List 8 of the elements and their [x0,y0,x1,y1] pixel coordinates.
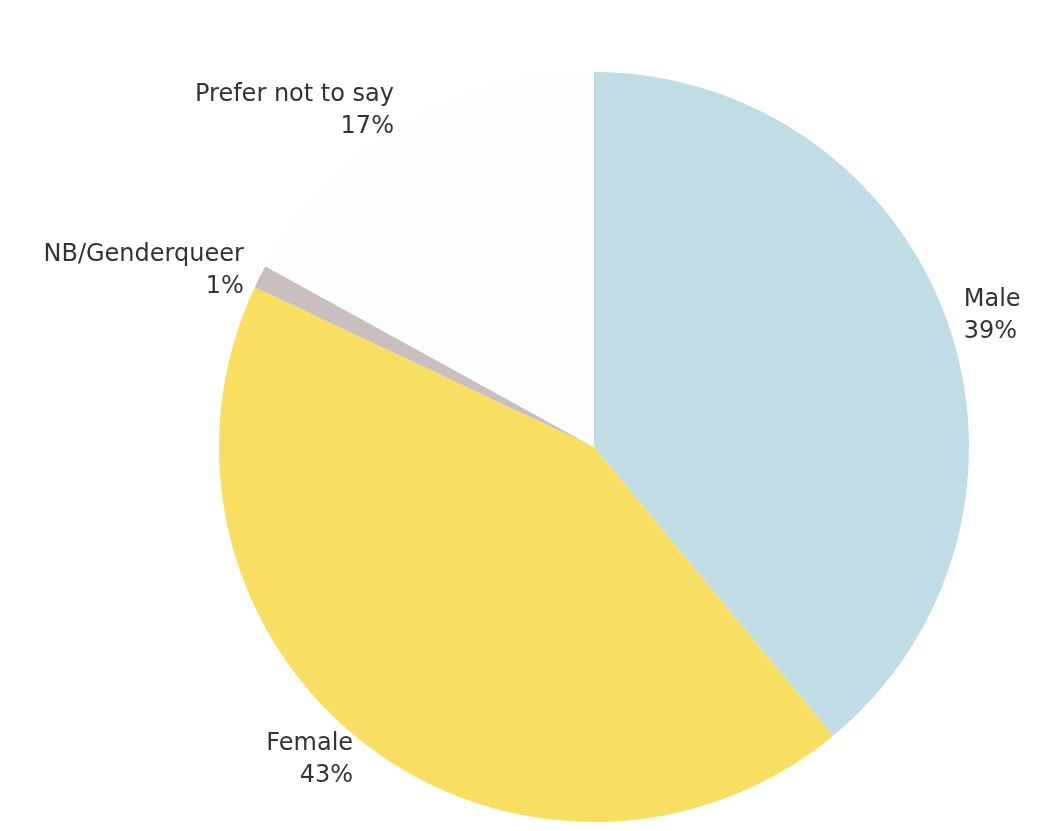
data-label: 1% [205,270,244,299]
data-label: 39% [963,315,1018,344]
data-label: 17% [340,110,394,139]
slice-label: NB/Genderqueer [43,238,244,267]
slice-label: Female [266,727,354,756]
slice-label: Male [963,283,1021,312]
slice-label: Prefer not to say [195,78,394,107]
data-label: 43% [299,759,354,788]
